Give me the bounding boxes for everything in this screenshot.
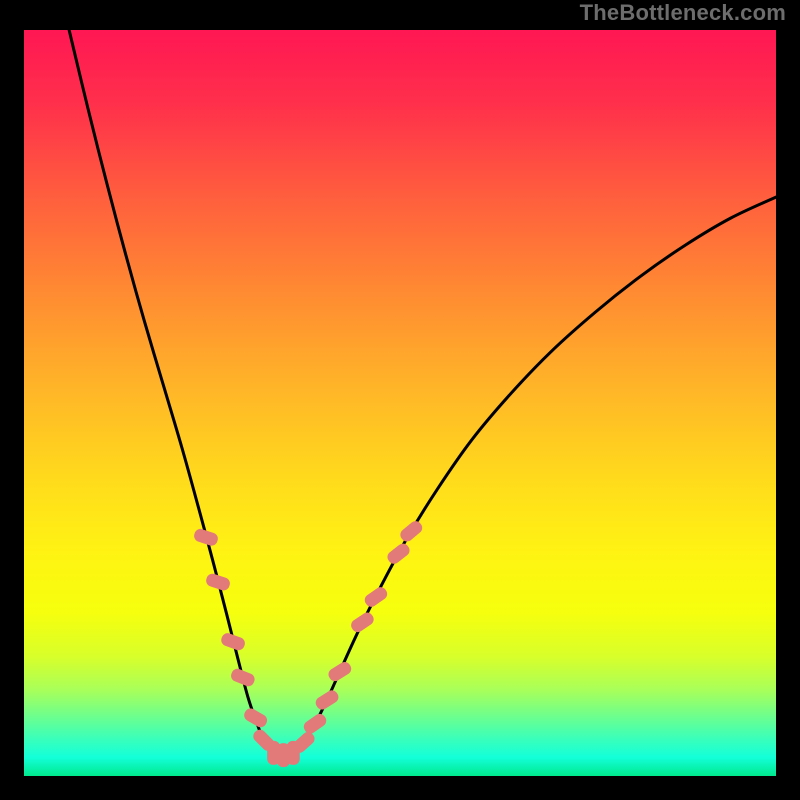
watermark-text: TheBottleneck.com: [580, 0, 786, 26]
bottleneck-chart: [0, 0, 800, 800]
plot-background-gradient: [24, 30, 776, 776]
chart-frame: TheBottleneck.com: [0, 0, 800, 800]
